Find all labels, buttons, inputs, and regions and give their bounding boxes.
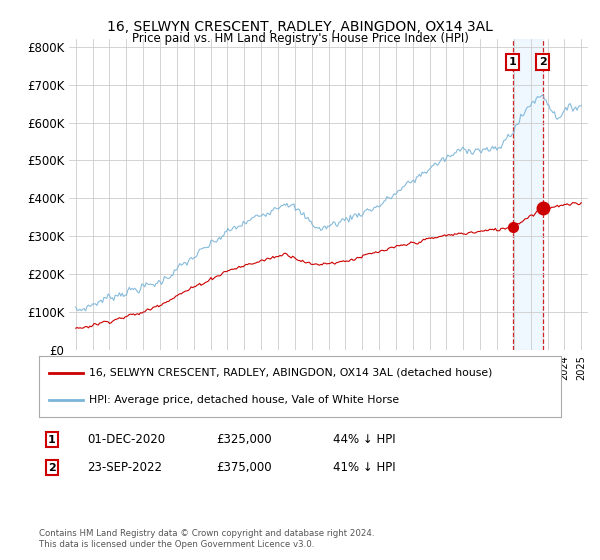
Bar (512, 39, 543, 350)
Text: £375,000: £375,000 (216, 461, 272, 474)
Text: 23-SEP-2022: 23-SEP-2022 (87, 461, 162, 474)
Text: 2: 2 (539, 57, 547, 67)
Text: 1: 1 (48, 435, 56, 445)
Text: 44% ↓ HPI: 44% ↓ HPI (333, 433, 395, 446)
Text: Price paid vs. HM Land Registry's House Price Index (HPI): Price paid vs. HM Land Registry's House … (131, 32, 469, 45)
Text: 1: 1 (509, 57, 517, 67)
Text: 16, SELWYN CRESCENT, RADLEY, ABINGDON, OX14 3AL: 16, SELWYN CRESCENT, RADLEY, ABINGDON, O… (107, 20, 493, 34)
Text: Contains HM Land Registry data © Crown copyright and database right 2024.
This d: Contains HM Land Registry data © Crown c… (39, 529, 374, 549)
Text: 01-DEC-2020: 01-DEC-2020 (87, 433, 165, 446)
Text: HPI: Average price, detached house, Vale of White Horse: HPI: Average price, detached house, Vale… (89, 395, 399, 405)
Text: 2: 2 (48, 463, 56, 473)
Text: £325,000: £325,000 (216, 433, 272, 446)
Text: 41% ↓ HPI: 41% ↓ HPI (333, 461, 395, 474)
Text: 16, SELWYN CRESCENT, RADLEY, ABINGDON, OX14 3AL (detached house): 16, SELWYN CRESCENT, RADLEY, ABINGDON, O… (89, 368, 492, 378)
